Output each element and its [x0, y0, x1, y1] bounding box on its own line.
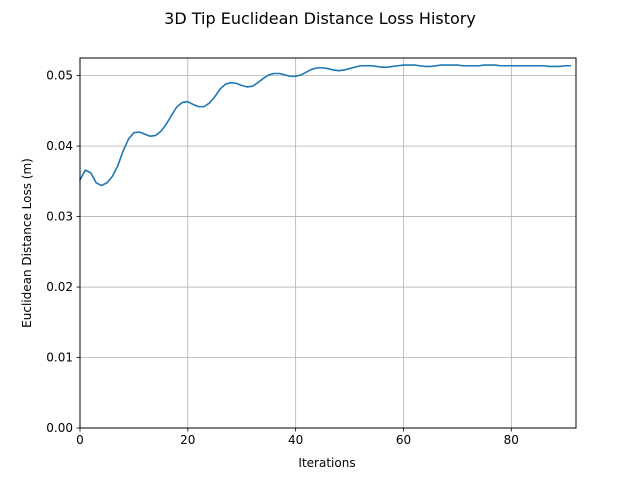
y-axis-label: Euclidean Distance Loss (m)	[20, 158, 34, 328]
grid-lines	[79, 58, 576, 429]
y-tick-label: 0.00	[46, 421, 73, 435]
y-tick-label: 0.04	[46, 139, 73, 153]
plot-area	[80, 58, 576, 428]
y-tick-label: 0.02	[46, 280, 73, 294]
x-tick-label: 60	[396, 433, 411, 447]
x-axis-label: Iterations	[298, 456, 355, 470]
chart-title: 3D Tip Euclidean Distance Loss History	[164, 9, 476, 28]
series-line-loss	[79, 64, 572, 187]
series-layer	[79, 64, 572, 187]
x-tick-label: 20	[180, 433, 195, 447]
x-tick-label: 0	[76, 433, 84, 447]
y-tick-label: 0.03	[46, 210, 73, 224]
x-tick-label: 40	[288, 433, 303, 447]
y-tick-label: 0.05	[46, 69, 73, 83]
y-tick-label: 0.01	[46, 351, 73, 365]
plot-frame	[79, 57, 577, 429]
axis-ticks: 0 20 40 60 80 0.00 0.01 0.02 0.03 0.04 0.05	[46, 69, 519, 447]
x-tick-label: 80	[504, 433, 519, 447]
